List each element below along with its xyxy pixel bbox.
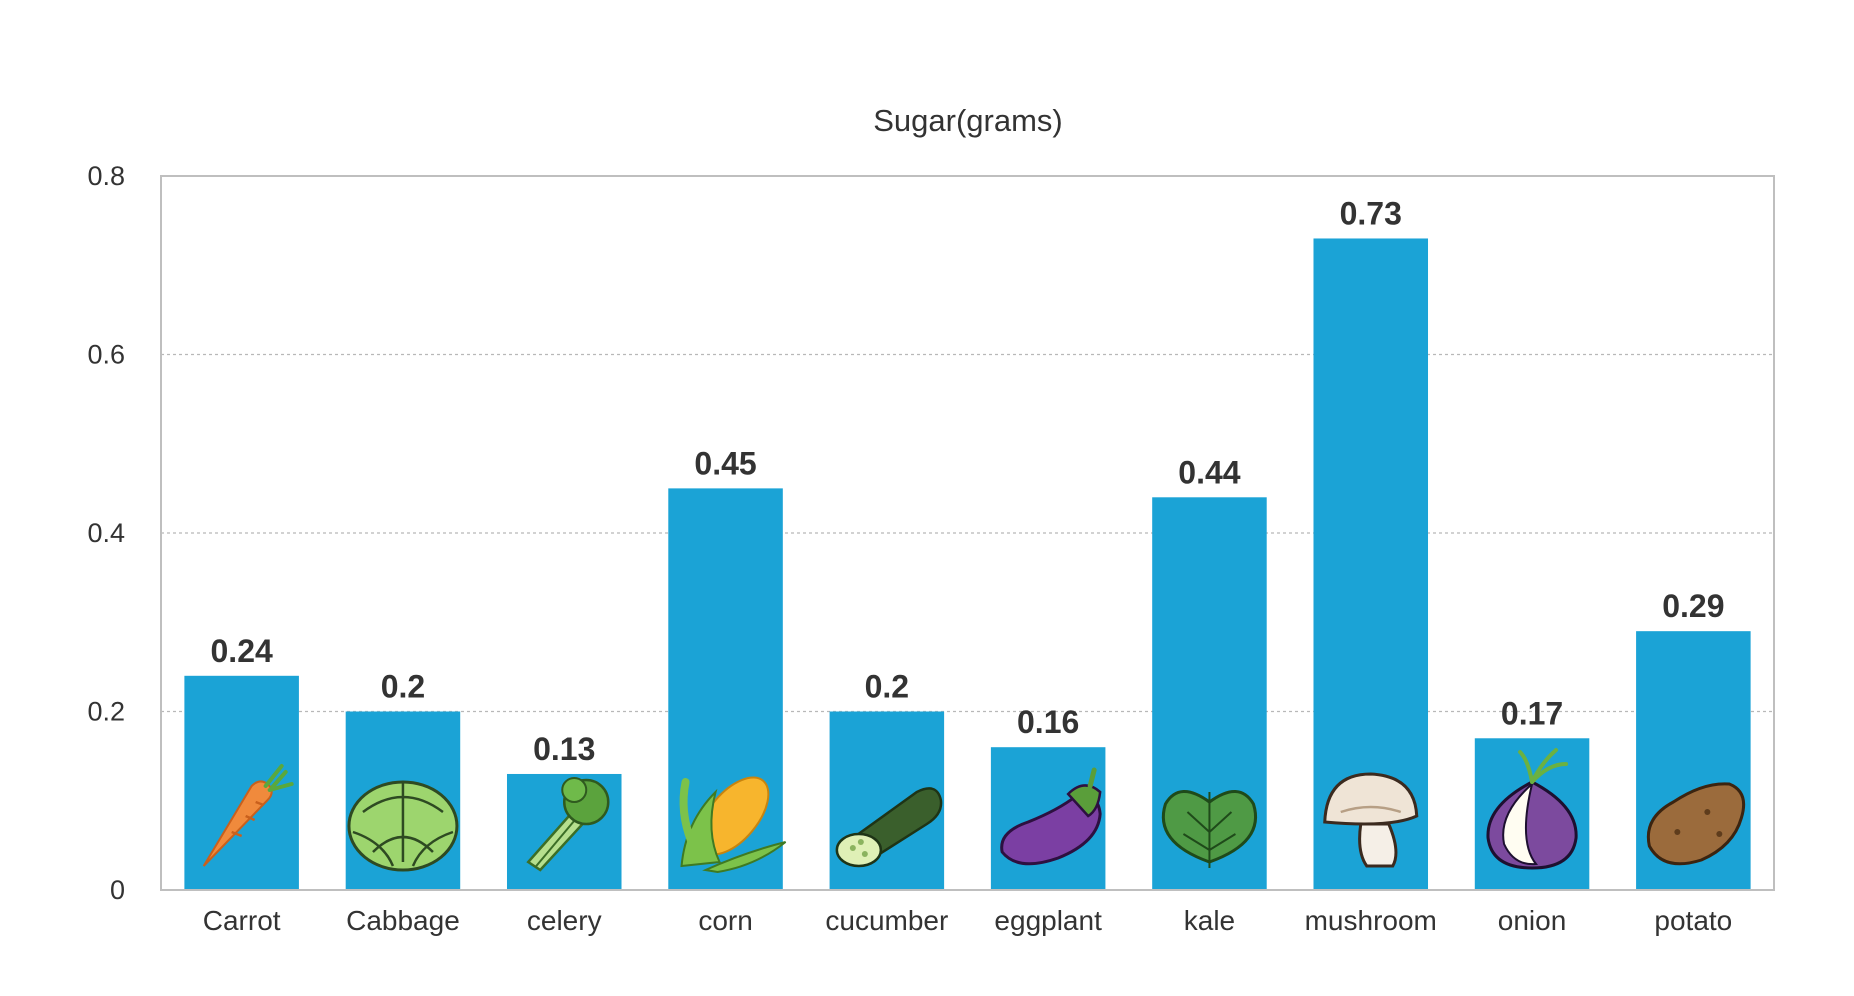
x-tick-label: Carrot: [203, 905, 281, 936]
celery-icon: [526, 777, 610, 872]
data-label: 0.13: [533, 731, 595, 767]
y-tick-label: 0.8: [87, 161, 125, 191]
y-axis: 0 0.2 0.4 0.6 0.8: [87, 161, 125, 905]
bar: [184, 675, 299, 890]
onion-icon: [1486, 748, 1578, 870]
x-tick-label: Cabbage: [346, 905, 460, 936]
corn-icon: [679, 776, 787, 874]
data-label: 0.2: [865, 669, 909, 705]
eggplant-icon: [1000, 767, 1102, 866]
chart-title: Sugar(grams): [873, 103, 1063, 138]
x-axis: Carrot Cabbage celery corn cucumber eggplant k…: [203, 905, 1733, 936]
kale-icon: [1161, 790, 1258, 868]
x-tick-label: onion: [1498, 905, 1567, 936]
carrot-icon: [202, 764, 294, 867]
plot-frame: [160, 175, 1775, 891]
data-label: 0.16: [1017, 704, 1079, 740]
data-label: 0.24: [211, 633, 273, 669]
data-label: 0.29: [1662, 588, 1724, 624]
y-tick-label: 0: [110, 875, 125, 905]
x-tick-label: potato: [1654, 905, 1732, 936]
cabbage-icon: [347, 780, 459, 872]
mushroom-icon: [1323, 772, 1419, 868]
x-tick-label: cucumber: [825, 905, 948, 936]
x-tick-label: eggplant: [994, 905, 1102, 936]
potato-icon: [1646, 782, 1746, 866]
bar-icons: [202, 748, 1746, 874]
grid-lines: [161, 353, 1774, 713]
data-label: 0.2: [381, 669, 425, 705]
cucumber-icon: [835, 787, 943, 868]
y-tick-label: 0.4: [87, 518, 125, 548]
data-label: 0.45: [694, 445, 756, 481]
x-tick-label: kale: [1184, 905, 1235, 936]
x-tick-label: mushroom: [1305, 905, 1437, 936]
x-tick-label: celery: [527, 905, 602, 936]
x-tick-label: corn: [698, 905, 752, 936]
data-label: 0.44: [1178, 454, 1240, 490]
data-labels: 0.24 0.2 0.13 0.45 0.2 0.16 0.44 0.73 0.17 0.29: [211, 195, 1725, 767]
data-label: 0.17: [1501, 695, 1563, 731]
y-tick-label: 0.2: [87, 697, 125, 727]
data-label: 0.73: [1340, 195, 1402, 231]
y-tick-label: 0.6: [87, 340, 125, 370]
